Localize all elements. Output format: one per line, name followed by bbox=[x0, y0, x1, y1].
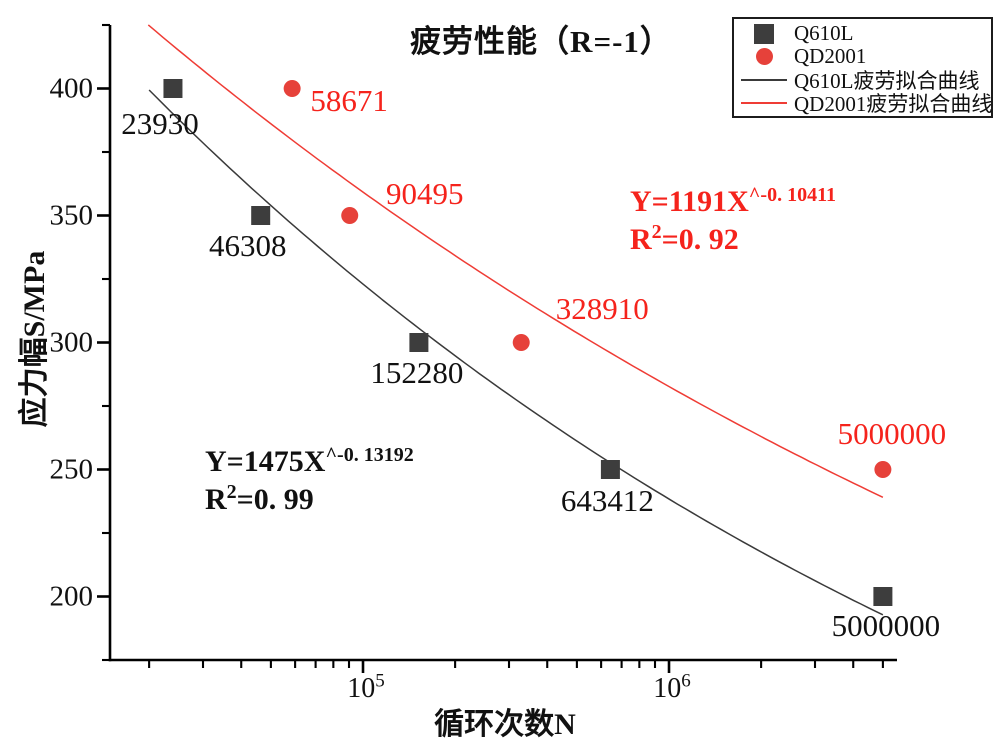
x-axis-title: 循环次数N bbox=[434, 708, 576, 741]
q610l-square-marker-icon bbox=[754, 23, 774, 44]
marker-qd2001 bbox=[341, 207, 359, 224]
qd2001-fit-equation: Y=1191X^-0. 10411 R2=0. 92 bbox=[630, 183, 836, 259]
qd2001-circle-marker-icon bbox=[755, 48, 773, 65]
legend-label-q610l: Q610L bbox=[794, 21, 854, 45]
marker-q610l bbox=[163, 79, 183, 98]
fit-curve-q610l bbox=[148, 89, 884, 616]
marker-q610l bbox=[873, 587, 893, 606]
x-tick-label: 105 bbox=[347, 670, 385, 704]
point-label-q610l: 5000000 bbox=[831, 607, 941, 643]
q610l-equation-r2: R2=0. 99 bbox=[205, 481, 314, 516]
y-axis-title: 应力幅S/MPa bbox=[18, 250, 51, 428]
point-label-qd2001: 5000000 bbox=[837, 415, 947, 451]
q610l-equation-formula: Y=1475X^-0. 13192 bbox=[205, 444, 414, 478]
legend: Q610L QD2001 Q610L疲劳拟合曲线 QD2001疲劳拟合曲线 bbox=[732, 17, 993, 118]
fit-curve-qd2001 bbox=[147, 24, 884, 498]
point-label-q610l: 46308 bbox=[208, 227, 287, 263]
point-label-q610l: 643412 bbox=[560, 482, 654, 518]
marker-qd2001 bbox=[874, 461, 892, 478]
legend-item-q610l: Q610L bbox=[734, 21, 991, 45]
legend-label-qd2001: QD2001 bbox=[794, 44, 867, 68]
marker-qd2001 bbox=[512, 334, 530, 351]
point-label-q610l: 23930 bbox=[121, 105, 199, 141]
marker-q610l bbox=[409, 333, 429, 352]
q610l-fit-line-icon bbox=[741, 78, 787, 81]
marker-q610l bbox=[600, 460, 620, 479]
q610l-fit-equation: Y=1475X^-0. 13192 R2=0. 99 bbox=[205, 443, 414, 519]
legend-label-q610l-fit: Q610L疲劳拟合曲线 bbox=[794, 68, 980, 93]
point-label-q610l: 152280 bbox=[370, 354, 464, 390]
chart-title: 疲劳性能（R=-1） bbox=[410, 24, 672, 59]
legend-label-qd2001-fit: QD2001疲劳拟合曲线 bbox=[794, 91, 993, 116]
point-label-qd2001: 90495 bbox=[385, 175, 464, 211]
y-tick-label: 250 bbox=[49, 453, 94, 485]
marker-qd2001 bbox=[283, 80, 301, 97]
y-tick-label: 400 bbox=[49, 72, 94, 104]
qd2001-equation-formula: Y=1191X^-0. 10411 bbox=[630, 184, 836, 218]
legend-item-qd2001-fit: QD2001疲劳拟合曲线 bbox=[734, 91, 992, 116]
y-tick-label: 200 bbox=[49, 580, 94, 612]
legend-item-qd2001: QD2001 bbox=[734, 44, 991, 68]
marker-q610l bbox=[251, 206, 271, 225]
legend-item-q610l-fit: Q610L疲劳拟合曲线 bbox=[734, 68, 991, 93]
y-tick-label: 350 bbox=[49, 199, 94, 231]
x-tick-label: 106 bbox=[653, 670, 691, 704]
qd2001-fit-line-icon bbox=[741, 101, 787, 104]
point-label-qd2001: 58671 bbox=[310, 82, 388, 118]
y-tick-label: 300 bbox=[49, 326, 94, 358]
point-label-qd2001: 328910 bbox=[555, 290, 649, 326]
qd2001-equation-r2: R2=0. 92 bbox=[630, 221, 739, 256]
